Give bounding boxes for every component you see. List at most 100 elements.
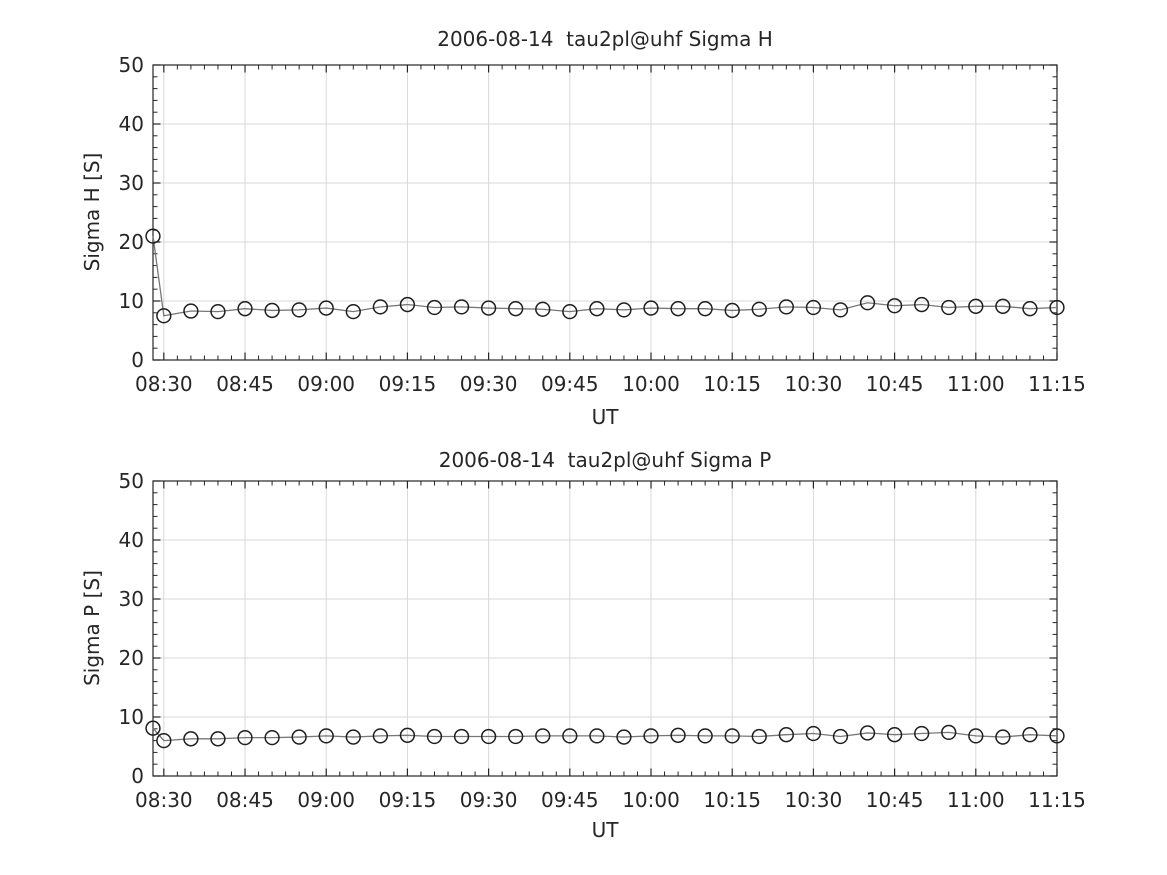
axes-frame [152,64,1058,361]
x-tick-label: 10:15 [703,372,761,396]
sigma-p-title: 2006-08-14 tau2pl@uhf Sigma P [439,448,772,472]
data-point-marker [453,728,470,745]
data-point-marker [145,228,161,244]
data-point-marker [968,728,984,744]
data-point-marker [1049,299,1065,316]
y-tick-label: 40 [119,112,144,136]
sigma-p-plot: 08:30 08:45 09:00 09:15 09:30 09:45 10:00 10:15… [119,469,1086,812]
data-point-marker [318,300,334,316]
data-point-marker [589,728,605,744]
data-point-marker [508,301,524,317]
x-tick-label: 09:45 [541,788,599,812]
data-point-marker [751,301,767,317]
data-point-marker [291,729,307,745]
data-point-marker [589,301,605,317]
data-point-marker [562,728,578,744]
y-tick-label: 50 [119,53,144,77]
data-point-marker [453,299,470,315]
data-point-marker [237,301,253,317]
data-point-marker [751,728,767,745]
x-tick-label: 08:45 [216,788,274,812]
data-point-marker [480,728,497,745]
x-tick-label: 11:00 [947,788,1005,812]
data-point-marker [399,727,416,743]
data-point-marker [562,303,578,320]
data-point-marker [616,729,632,745]
y-tick-label: 0 [131,348,144,372]
x-tick-label: 11:00 [947,372,1005,396]
data-point-marker [237,730,253,746]
x-tick-label: 09:00 [297,788,355,812]
x-tick-label: 10:30 [785,372,843,396]
data-point-marker [1049,728,1065,744]
data-point-marker [183,303,199,319]
x-tick-label: 11:15 [1028,372,1086,396]
data-point-marker [210,303,226,320]
data-point-marker [778,727,794,743]
data-line [152,727,1058,742]
data-point-marker [264,730,280,746]
data-point-marker [643,300,659,316]
data-point-marker [426,299,443,316]
x-tick-label: 09:30 [460,788,518,812]
y-tick-label: 10 [119,705,144,729]
data-point-marker [805,299,822,316]
data-point-marker [805,725,822,742]
y-tick-label: 20 [119,230,144,254]
sigma-p-ylabel: Sigma P [S] [80,570,104,686]
data-point-marker [145,720,161,736]
data-point-marker [941,299,957,316]
data-point-marker [832,302,849,318]
data-point-marker [968,298,984,314]
data-point-marker [535,728,551,744]
data-point-marker [670,727,686,743]
x-tick-label: 09:30 [460,372,518,396]
data-point-marker [345,303,361,320]
data-point-marker [859,295,876,311]
y-tick-label: 30 [119,171,144,195]
y-tick-label: 10 [119,289,144,313]
data-point-marker [508,728,524,745]
axes-frame [152,480,1058,777]
data-point-marker [1022,301,1038,317]
sigma-h-plot: 08:30 08:45 09:00 09:15 09:30 09:45 10:00 10:15… [119,53,1086,396]
x-tick-label: 08:45 [216,372,274,396]
x-tick-label: 10:15 [703,788,761,812]
data-point-marker [995,298,1011,314]
sigma-h-title: 2006-08-14 tau2pl@uhf Sigma H [437,27,773,51]
data-point-marker [291,302,307,318]
data-point-marker [697,728,713,744]
y-tick-label: 50 [119,469,144,493]
sigma-h-ylabel: Sigma H [S] [80,153,104,272]
data-point-marker [859,725,876,741]
data-point-marker [724,728,740,744]
data-point-marker [643,728,659,744]
data-point-marker [778,299,794,315]
data-point-marker [156,308,172,324]
data-point-marker [832,728,849,745]
data-point-marker [372,728,389,744]
x-tick-label: 09:45 [541,372,599,396]
data-point-marker [914,725,930,742]
data-point-marker [345,729,361,745]
data-line [152,236,1058,317]
x-tick-label: 10:30 [785,788,843,812]
y-tick-label: 0 [131,764,144,788]
data-point-marker [886,727,903,743]
data-point-marker [670,301,686,317]
data-point-marker [399,296,416,313]
data-point-marker [480,300,497,316]
y-tick-label: 40 [119,528,144,552]
x-tick-label: 09:15 [379,372,437,396]
data-point-marker [914,296,930,313]
data-point-marker [724,302,740,319]
data-point-marker [1022,727,1038,743]
data-point-marker [535,301,551,317]
x-tick-label: 10:45 [866,788,924,812]
y-tick-label: 20 [119,646,144,670]
data-point-marker [318,728,334,744]
data-point-marker [183,731,199,747]
x-tick-label: 11:15 [1028,788,1086,812]
